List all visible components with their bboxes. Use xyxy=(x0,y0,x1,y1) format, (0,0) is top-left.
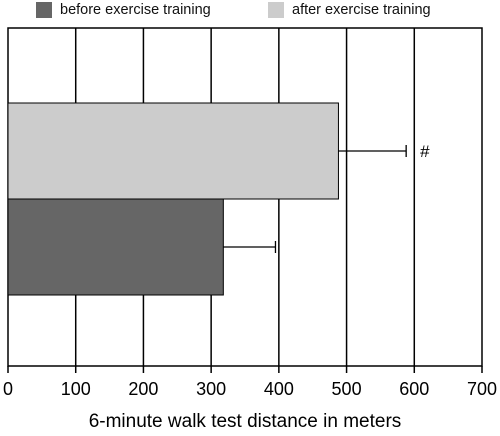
legend-label-before: before exercise training xyxy=(60,2,211,18)
x-tick-label-500: 500 xyxy=(332,379,362,399)
x-tick-label-200: 200 xyxy=(128,379,158,399)
legend-swatch-after xyxy=(268,2,284,18)
x-tick-label-0: 0 xyxy=(3,379,13,399)
bar-before xyxy=(7,198,224,296)
x-tick-label-600: 600 xyxy=(399,379,429,399)
x-tick-label-700: 700 xyxy=(467,379,497,399)
legend-item-after: after exercise training xyxy=(268,2,431,18)
x-tick-label-100: 100 xyxy=(61,379,91,399)
legend-swatch-before xyxy=(36,2,52,18)
x-tick-label-300: 300 xyxy=(196,379,226,399)
x-tick-label-400: 400 xyxy=(264,379,294,399)
legend-item-before: before exercise training xyxy=(36,2,211,18)
annotation-after: # xyxy=(420,142,430,161)
legend: before exercise training after exercise … xyxy=(0,0,500,24)
bar-after xyxy=(7,102,339,200)
legend-label-after: after exercise training xyxy=(292,2,431,18)
x-axis-label: 6-minute walk test distance in meters xyxy=(89,411,402,432)
